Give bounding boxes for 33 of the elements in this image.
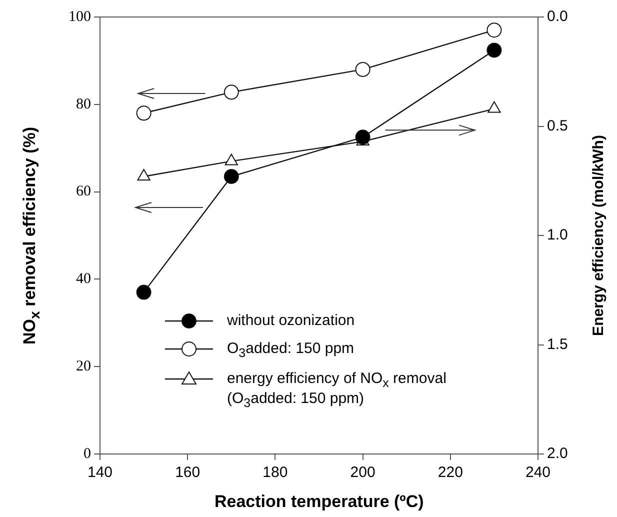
point bbox=[137, 169, 150, 181]
y-tick-label: 40 bbox=[76, 271, 91, 288]
point bbox=[355, 130, 370, 145]
point bbox=[355, 62, 370, 77]
x-tick-label: 240 bbox=[525, 464, 551, 482]
y-tick-label: 100 bbox=[68, 8, 91, 25]
point bbox=[136, 106, 152, 121]
point bbox=[488, 101, 501, 113]
y2-tick-label: 1.0 bbox=[547, 226, 568, 244]
x-axis-title: Reaction temperature (ºC) bbox=[214, 492, 424, 512]
x-tick-label: 180 bbox=[262, 464, 288, 482]
point bbox=[224, 169, 239, 184]
y-tick-label: 20 bbox=[76, 358, 91, 375]
x-tick-label: 220 bbox=[438, 464, 463, 482]
y2-tick-label: 0.0 bbox=[547, 8, 568, 26]
point bbox=[486, 22, 502, 38]
point bbox=[224, 154, 238, 166]
point bbox=[224, 84, 239, 100]
legend-label: without ozonization bbox=[227, 312, 355, 329]
point bbox=[486, 42, 502, 58]
legend-label: O$_{3}$added: 150 ppm bbox=[227, 340, 354, 360]
y-tick-label: 60 bbox=[76, 184, 91, 200]
x-tick-label: 160 bbox=[175, 464, 200, 482]
y2-tick-label: 1.5 bbox=[547, 336, 568, 353]
x-tick-label: 200 bbox=[350, 464, 376, 482]
y2-axis-title: Energy efficiency (mol/kWh) bbox=[589, 135, 606, 336]
y2-tick-label: 0.5 bbox=[547, 117, 568, 134]
y-tick-label: 0 bbox=[84, 446, 91, 462]
y-tick-label: 80 bbox=[76, 96, 91, 112]
text: energy efficiency of NO$_{x}$ removal (O$_{3}$added: 150 ppm) bbox=[227, 370, 446, 410]
x-tick-label: 140 bbox=[87, 464, 113, 482]
y2-tick-label: 2.0 bbox=[547, 445, 568, 462]
point bbox=[136, 284, 152, 300]
